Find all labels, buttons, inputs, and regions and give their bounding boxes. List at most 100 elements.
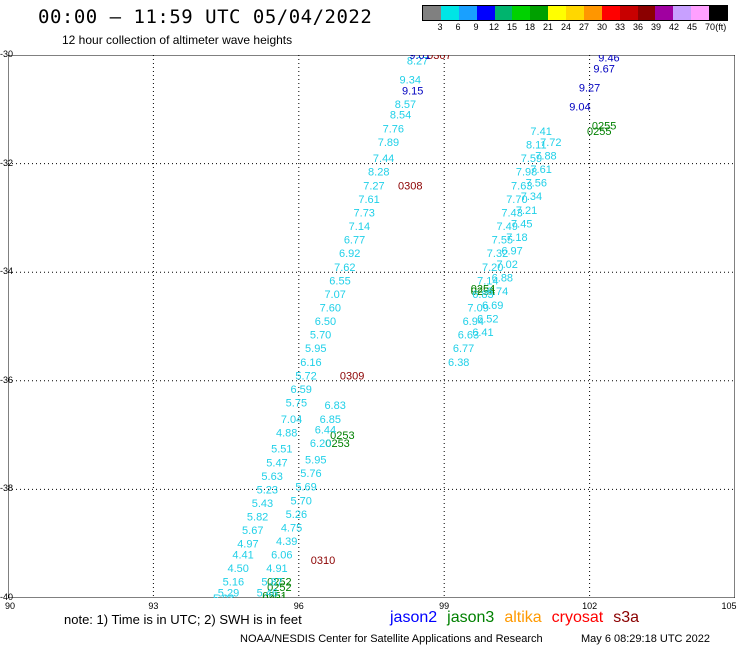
wave-height-label: 7.27: [363, 180, 384, 192]
wave-height-label: 7.21: [516, 205, 537, 217]
legend-swatch: [566, 6, 584, 20]
wave-height-label: 5.26: [286, 509, 307, 521]
wave-height-label: 4.50: [228, 563, 249, 575]
wave-height-label: 7.59: [521, 153, 542, 165]
legend-swatch: [548, 6, 566, 20]
legend-swatch: [637, 6, 656, 20]
legend-swatch: [423, 6, 441, 20]
wave-height-label: 7.89: [378, 137, 399, 149]
satellite-s3a-label: s3a: [613, 609, 640, 626]
track-labels: 0307030803090310025502550254025402530253…: [213, 55, 620, 598]
wave-height-label: 5.87: [261, 577, 282, 589]
wave-height-label: 0254: [471, 286, 495, 298]
legend-tick-label: 18: [524, 22, 536, 32]
wave-height-label: 5.16: [223, 577, 244, 589]
wave-height-label: 9.15: [402, 85, 423, 97]
y-tick-label: -38: [0, 483, 14, 494]
wave-height-label: 6.83: [324, 400, 345, 412]
generated-timestamp: May 6 08:29:18 UTC 2022: [581, 633, 711, 645]
wave-height-label: 0252: [267, 577, 291, 589]
wave-height-label: 6.94: [463, 316, 484, 328]
wave-height-label: 6.16: [300, 357, 321, 369]
wave-height-label: 4.97: [237, 539, 258, 551]
satellite-jason2-label: jason2: [390, 609, 438, 626]
legend-tick-label: 33: [614, 22, 626, 32]
wave-height-label: 5.69: [295, 482, 316, 494]
wave-height-label: 6.55: [329, 275, 350, 287]
legend-tick-label: 45: [686, 22, 697, 32]
wave-height-label: 5.75: [286, 398, 307, 410]
wave-height-label: 7.07: [324, 289, 345, 301]
wave-height-label: 8.57: [395, 99, 416, 111]
wave-height-label: 7.45: [511, 218, 532, 230]
wave-height-label: 0255: [587, 126, 611, 138]
credit-text: NOAA/NESDIS Center for Satellite Applica…: [240, 633, 543, 645]
legend-swatch: [440, 6, 459, 20]
wave-height-label: 7.41: [530, 126, 551, 138]
legend-tick-label: 3: [437, 22, 443, 32]
wave-height-label: 7.44: [373, 153, 394, 165]
y-tick-label: -32: [0, 157, 14, 168]
legend-swatch: [673, 6, 692, 20]
wave-height-label: 7.09: [467, 302, 488, 314]
wave-height-label: 6.97: [501, 245, 522, 257]
grid-lines: [8, 55, 735, 598]
wave-height-label: 6.50: [315, 316, 336, 328]
satellite-legend: jason2 jason3 altika cryosat s3a: [390, 609, 649, 627]
page-title: 00:00 – 11:59 UTC 05/04/2022: [38, 6, 373, 28]
wave-height-label: 6.20: [310, 438, 331, 450]
legend-swatch: [583, 6, 602, 20]
wave-height-label: 5.95: [305, 455, 326, 467]
legend-tick-label: 24: [560, 22, 572, 32]
wave-height-label: 7.02: [496, 259, 517, 271]
x-tick-label: 96: [293, 601, 304, 611]
wave-height-label: 5.72: [295, 370, 316, 382]
wave-height-label: 7.49: [496, 221, 517, 233]
wave-height-label: 6.69: [482, 300, 503, 312]
wave-height-label: 7.98: [516, 167, 537, 179]
legend-tick-label: 30: [596, 22, 608, 32]
wave-height-label: 7.55: [492, 235, 513, 247]
wave-height-label: 7.43: [501, 207, 522, 219]
wave-height-label: 5.47: [266, 457, 287, 469]
wave-height-label: 5.63: [261, 471, 282, 483]
wave-height-label: 0251: [262, 590, 286, 598]
wave-height-label: 7.34: [521, 191, 542, 203]
wave-height-label: 8.11: [526, 140, 547, 152]
wave-height-label: 8.27: [407, 55, 428, 67]
y-tick-label: -36: [0, 374, 14, 385]
wave-height-label: 6.85: [320, 414, 341, 426]
wave-height-label: 6.92: [339, 248, 360, 260]
wave-height-label: 5.43: [252, 498, 273, 510]
footnote: note: 1) Time is in UTC; 2) SWH is in fe…: [64, 612, 302, 627]
legend-swatch: [494, 6, 513, 20]
x-tick-label: 93: [148, 601, 159, 611]
wave-height-label: 9.67: [593, 64, 614, 76]
wave-height-label: 7.72: [540, 137, 561, 149]
satellite-altika-label: altika: [504, 609, 542, 626]
legend-tick-label: 12: [488, 22, 500, 32]
wave-height-label: 7.76: [383, 123, 404, 135]
wave-height-label: 4.39: [276, 536, 297, 548]
legend-swatch: [512, 6, 531, 20]
wave-height-label: 4.75: [281, 522, 302, 534]
wave-height-label: 6.06: [271, 550, 292, 562]
legend-swatch: [691, 6, 709, 20]
legend-tick-label: 42: [668, 22, 680, 32]
wave-height-label: 0307: [427, 55, 451, 62]
legend-tick-label: 9: [473, 22, 479, 32]
wave-height-label: 6.77: [453, 343, 474, 355]
satellite-jason3-label: jason3: [447, 609, 495, 626]
legend-color-bar: [422, 5, 728, 21]
legend-swatch: [530, 6, 549, 20]
page-subtitle: 12 hour collection of altimeter wave hei…: [62, 33, 293, 47]
legend-swatch: [458, 6, 477, 20]
wave-height-label: 6.77: [344, 235, 365, 247]
wave-height-label: 6.88: [492, 273, 513, 285]
legend-tick-label: 39: [650, 22, 662, 32]
wave-height-label: 7.70: [506, 194, 527, 206]
wave-height-label: 6.44: [315, 425, 336, 437]
map-plot-area: 0307030803090310025502550254025402530253…: [8, 55, 735, 598]
wave-height-label: 5.46: [257, 588, 278, 598]
wave-height-label: 6.52: [477, 313, 498, 325]
